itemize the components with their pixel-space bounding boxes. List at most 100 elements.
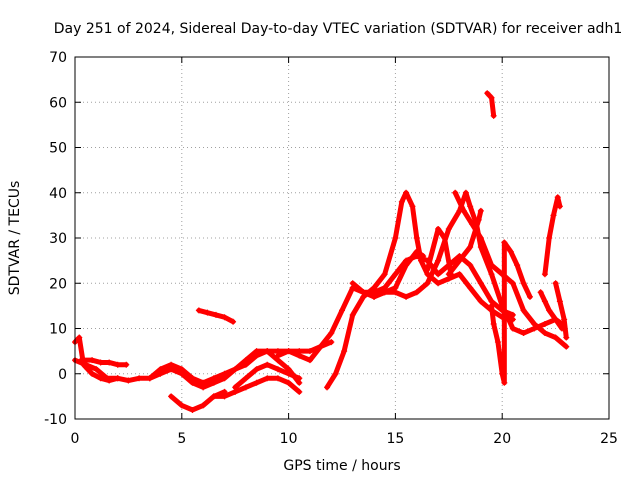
data-point <box>123 361 130 368</box>
series-track-p <box>484 90 497 119</box>
data-point <box>520 330 527 337</box>
data-point <box>509 325 516 332</box>
data-point <box>469 221 476 228</box>
data-point <box>264 375 271 382</box>
data-point <box>136 375 143 382</box>
data-point <box>456 257 463 264</box>
data-point <box>541 320 548 327</box>
data-point <box>332 370 339 377</box>
series-trace <box>484 90 497 119</box>
data-point <box>264 348 271 355</box>
data-point <box>424 266 431 273</box>
series-layer <box>72 90 570 413</box>
data-point <box>403 293 410 300</box>
data-point <box>168 393 175 400</box>
data-point <box>475 216 482 223</box>
data-point <box>328 339 335 346</box>
data-point <box>561 316 568 323</box>
data-point <box>285 370 292 377</box>
data-point <box>200 402 207 409</box>
y-tick-label: 40 <box>49 186 67 202</box>
data-point <box>339 307 345 314</box>
series-trace <box>553 280 569 341</box>
data-point <box>509 280 516 287</box>
data-point <box>78 357 85 364</box>
data-point <box>424 280 431 287</box>
data-point <box>501 239 508 246</box>
y-tick-label: 20 <box>49 276 67 292</box>
data-point <box>435 280 442 287</box>
data-point <box>242 357 249 364</box>
data-point <box>467 203 474 210</box>
data-point <box>76 334 83 341</box>
data-point <box>349 280 356 287</box>
data-point <box>467 284 474 291</box>
data-point <box>274 375 281 382</box>
series-track-t <box>552 280 570 341</box>
data-point <box>306 348 313 355</box>
data-point <box>381 289 388 296</box>
data-point <box>210 393 217 400</box>
data-point <box>212 311 219 318</box>
data-point <box>420 253 427 260</box>
data-point <box>285 379 292 386</box>
data-point <box>563 343 570 350</box>
data-point <box>200 379 207 386</box>
data-point <box>456 271 463 278</box>
y-tick-label: -10 <box>44 412 67 428</box>
series-track-a <box>72 348 303 391</box>
data-point <box>264 361 271 368</box>
data-point <box>526 293 533 300</box>
data-point <box>403 262 410 269</box>
x-tick-label: 10 <box>280 431 298 447</box>
series-track-f <box>195 307 237 325</box>
data-point <box>84 366 91 373</box>
data-point <box>195 307 202 314</box>
data-point <box>460 207 467 214</box>
y-axis-label: SDTVAR / TECUs <box>7 181 23 296</box>
data-point <box>403 189 410 196</box>
data-point <box>178 402 185 409</box>
series-track-o <box>445 207 484 278</box>
data-point <box>349 311 356 318</box>
data-point <box>97 359 104 366</box>
data-point <box>546 307 553 314</box>
data-point <box>531 320 538 327</box>
x-tick-label: 0 <box>71 431 80 447</box>
data-point <box>477 298 484 305</box>
series-track-n <box>452 189 570 350</box>
data-point <box>541 330 548 337</box>
y-tick-label: 60 <box>49 95 67 111</box>
data-point <box>341 348 348 355</box>
data-point <box>520 307 527 314</box>
data-point <box>462 189 469 196</box>
data-point <box>253 366 260 373</box>
data-point <box>274 352 281 359</box>
data-point <box>441 235 448 241</box>
data-point <box>274 366 281 373</box>
chart-title: Day 251 of 2024, Sidereal Day-to-day VTE… <box>54 21 622 37</box>
data-point <box>490 112 497 119</box>
y-tick-label: 30 <box>49 231 67 247</box>
data-point <box>514 262 521 269</box>
data-point <box>392 289 399 296</box>
data-point <box>413 248 420 255</box>
x-tick-label: 25 <box>600 431 618 447</box>
data-point <box>232 366 239 373</box>
data-point <box>221 393 228 400</box>
data-point <box>488 94 495 101</box>
data-point <box>488 271 495 278</box>
data-point <box>546 235 553 241</box>
data-point <box>556 203 563 210</box>
data-point <box>285 348 292 355</box>
data-point <box>371 293 378 300</box>
series-track-s <box>541 194 563 278</box>
series-track-b <box>72 334 121 384</box>
series-track-d <box>146 253 516 386</box>
data-point <box>296 388 303 395</box>
x-tick-label: 20 <box>493 431 511 447</box>
series-track-e <box>168 388 228 413</box>
x-tick-label: 15 <box>386 431 404 447</box>
plot-frame <box>74 56 610 420</box>
